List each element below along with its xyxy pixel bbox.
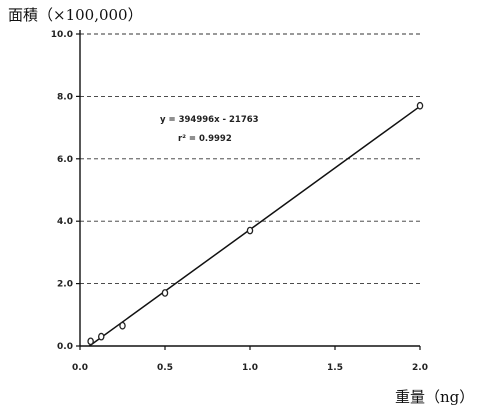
y-tick-label: 10.0 [51,30,73,40]
x-tick-label: 0.5 [157,363,173,373]
x-tick-label: 2.0 [412,363,428,373]
data-point [416,101,424,110]
data-points [87,101,424,346]
y-tick-label: 2.0 [57,280,73,290]
regression-line [88,105,421,347]
r-squared-label: r² = 0.9992 [178,134,232,144]
y-tick-label: 6.0 [57,155,73,165]
y-axis-title: 面積（×100,000） [8,6,143,24]
x-tick-label: 1.0 [242,363,258,373]
regression-equation: y = 394996x - 21763 [160,115,259,125]
data-point [87,337,94,346]
y-tick-label: 0.0 [57,342,73,352]
x-tick-labels: 0.0 0.5 1.0 1.5 2.0 [72,346,428,373]
x-tick-label: 0.0 [72,363,88,373]
y-tick-label: 8.0 [57,92,73,102]
data-point [246,226,254,235]
data-point [119,321,126,330]
y-tick-label: 4.0 [57,217,73,227]
y-tick-labels: 0.0 2.0 4.0 6.0 8.0 10.0 [51,30,80,352]
grid-lines [80,33,420,285]
data-point [98,332,105,341]
x-axis-title: 重量（ng） [395,388,474,406]
x-tick-label: 1.5 [327,363,343,373]
data-point [161,289,169,297]
